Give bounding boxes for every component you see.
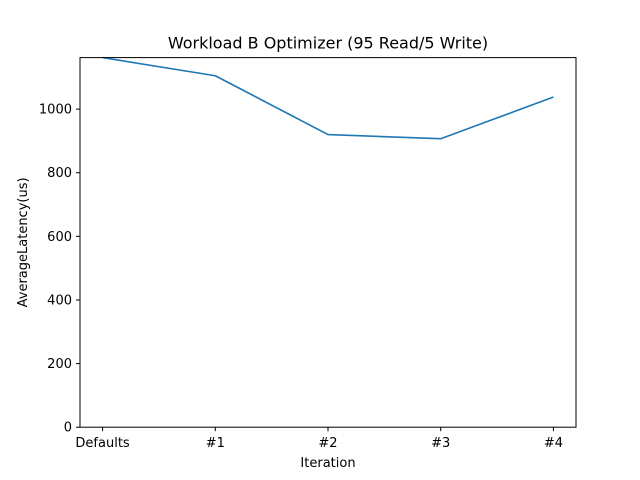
x-axis-ticks: Defaults #1 #2 #3 #4 [75, 427, 563, 451]
chart-title: Workload B Optimizer (95 Read/5 Write) [168, 34, 488, 53]
y-axis-label: AverageLatency(us) [16, 177, 31, 307]
x-tick-label: Defaults [75, 436, 129, 451]
y-tick-label: 400 [47, 293, 72, 308]
x-tick-label: #3 [431, 436, 450, 451]
x-tick-label: #4 [544, 436, 563, 451]
plot-frame [79, 57, 577, 428]
y-tick-label: 1000 [39, 103, 72, 118]
y-tick-label: 600 [47, 230, 72, 245]
y-tick-label: 200 [47, 357, 72, 372]
x-axis-label: Iteration [300, 456, 355, 471]
y-axis-ticks: 0 200 400 600 800 1000 [39, 103, 80, 436]
series-line-0 [102, 56, 554, 140]
series-layer [102, 56, 554, 140]
x-tick-label: #1 [206, 436, 225, 451]
y-tick-label: 800 [47, 166, 72, 181]
x-tick-label: #2 [318, 436, 337, 451]
y-tick-label: 0 [64, 421, 72, 436]
